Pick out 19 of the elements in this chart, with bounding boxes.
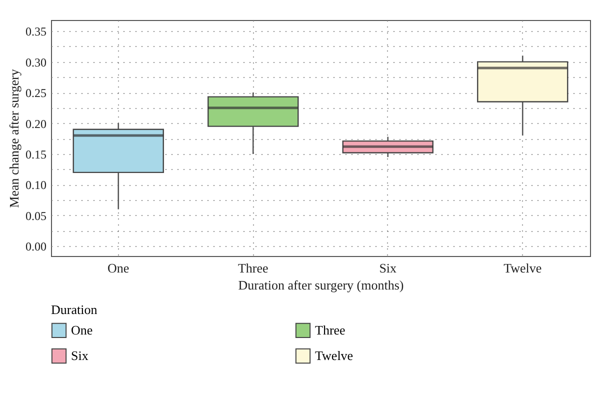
legend-label: Three (315, 322, 346, 338)
y-axis-title: Mean change after surgery (6, 68, 22, 208)
legend-label: One (71, 322, 93, 338)
y-tick-label: 0.10 (26, 178, 46, 192)
y-tick-label: 0.35 (26, 24, 46, 39)
y-tick-label: 0.25 (26, 86, 46, 100)
x-tick-label: Twelve (504, 260, 542, 276)
legend-title: Duration (51, 302, 98, 317)
x-axis-title: Duration after surgery (months) (238, 278, 404, 292)
y-tick-label: 0.15 (26, 147, 46, 162)
x-tick-label: Six (379, 260, 398, 276)
y-tick-label: 0.00 (26, 240, 46, 254)
y-tick-label: 0.20 (26, 116, 46, 131)
x-tick-label: One (108, 260, 130, 276)
y-tick-label: 0.30 (26, 55, 46, 70)
y-tick-label: 0.05 (26, 208, 46, 223)
legend-label: Six (71, 348, 89, 363)
x-tick-label: Three (238, 260, 269, 276)
legend-label: Twelve (315, 348, 354, 363)
